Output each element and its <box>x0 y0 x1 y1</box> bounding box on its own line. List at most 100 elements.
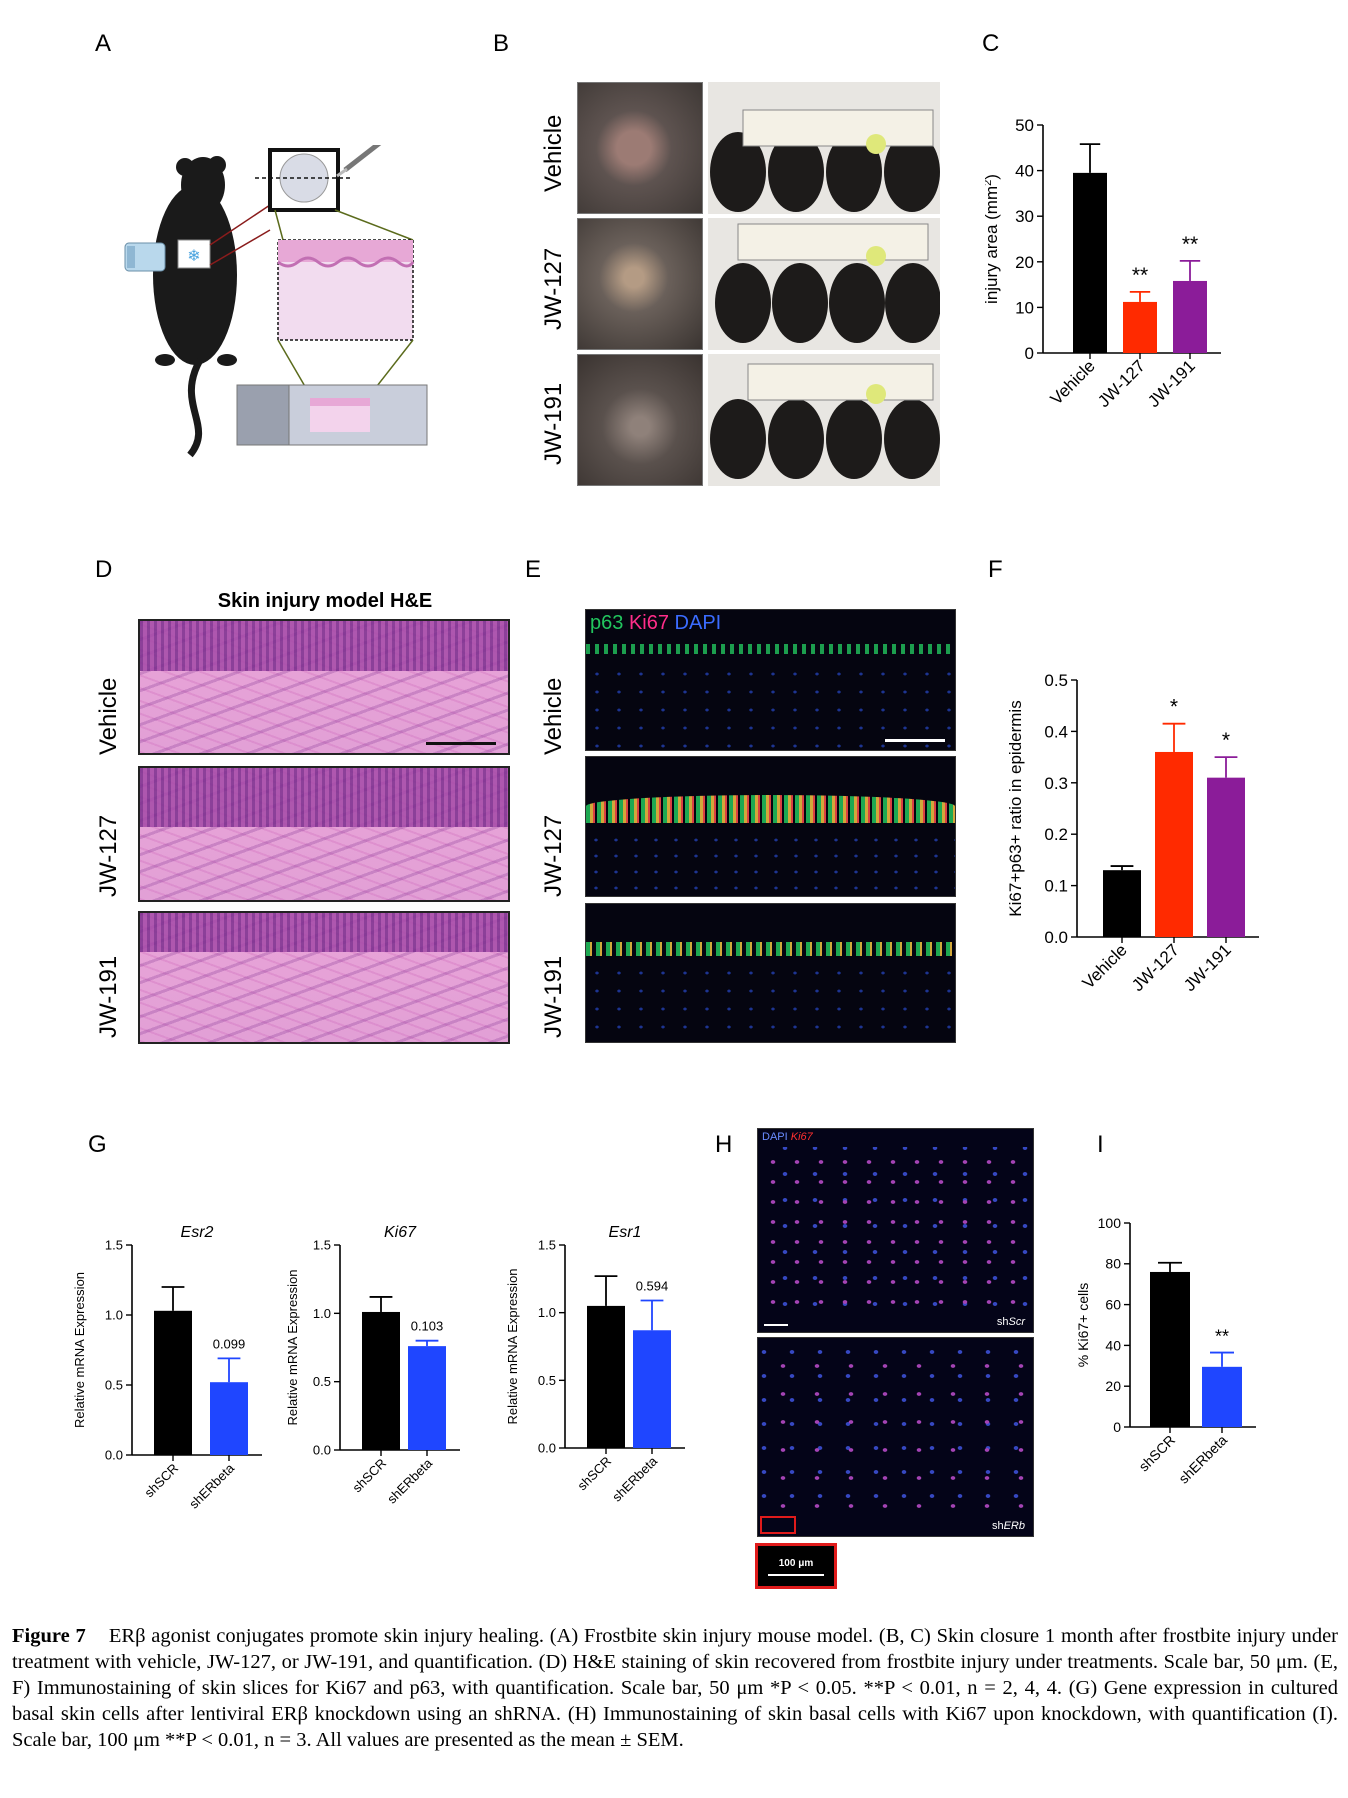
b-closeup-jw191 <box>577 354 703 486</box>
x-tick-label: JW-191 <box>1144 356 1199 411</box>
h-if-shscr: DAPI Ki67 shScr <box>757 1128 1034 1333</box>
bar-jw-127 <box>1155 751 1193 937</box>
y-axis-label: Relative mRNA Expression <box>72 1272 87 1428</box>
chart-i: 0 20 40 60 80 100 % Ki67+ cells shSCR ** shERbeta <box>1075 1215 1256 1487</box>
b-closeup-jw127 <box>577 218 703 350</box>
y-axis-label: Relative mRNA Expression <box>505 1268 520 1424</box>
figure-caption-label: Figure 7 <box>12 1625 86 1647</box>
b-mice-photos <box>708 82 940 486</box>
e-if-vehicle: p63 Ki67 DAPI <box>585 609 956 751</box>
panel-label-b: B <box>493 30 510 57</box>
bar-sherbeta <box>1202 1366 1242 1427</box>
bar-vehicle <box>1073 172 1107 353</box>
y-tick-label: 0.0 <box>538 1441 556 1456</box>
panel-label-e: E <box>525 556 542 583</box>
d-he-jw127 <box>138 766 510 902</box>
d-title: Skin injury model H&E <box>217 590 433 612</box>
b-mice-vehicle <box>708 82 940 214</box>
y-axis-label: Ki67+p63+ ratio in epidermis <box>1006 700 1025 916</box>
h-scale-inset: 100 μm <box>755 1543 837 1589</box>
scalpel-icon <box>343 145 382 172</box>
e-stain-dapi: DAPI <box>674 612 722 634</box>
panel-label-f: F <box>988 556 1003 583</box>
y-tick-label: 0.1 <box>1044 877 1068 896</box>
p-value-label: 0.099 <box>213 1336 246 1351</box>
chart-title: Esr2 <box>181 1224 214 1241</box>
mouse-model-schematic: ❄ <box>124 145 428 458</box>
y-tick-label: 0.0 <box>313 1443 331 1458</box>
bar-shscr <box>154 1310 192 1455</box>
y-tick-label: 0 <box>1025 344 1034 363</box>
x-tick-label: shSCR <box>1135 1432 1178 1475</box>
e-stain-ki67: Ki67 <box>628 612 669 634</box>
mouse-tail <box>187 358 204 458</box>
h-stain-ki67: Ki67 <box>790 1131 813 1143</box>
panel-label-d: D <box>95 556 113 583</box>
x-tick-label: shERbeta <box>609 1453 661 1505</box>
figure-caption-text: ERβ agonist conjugates promote skin inju… <box>12 1625 1339 1751</box>
y-tick-label: 1.0 <box>313 1306 331 1321</box>
bar-jw-127 <box>1123 301 1157 353</box>
y-tick-label: 1.5 <box>105 1238 123 1253</box>
mouse-body <box>153 185 237 365</box>
significance-mark: ** <box>1132 264 1148 287</box>
x-tick-label: shERbeta <box>1175 1432 1230 1487</box>
y-tick-label: 20 <box>1015 253 1034 272</box>
y-tick-label: 100 <box>1098 1215 1122 1231</box>
significance-mark: * <box>1222 729 1230 752</box>
e-row-label-jw191: JW-191 <box>540 955 567 1038</box>
y-tick-label: 0.0 <box>1044 928 1068 947</box>
bar-shscr <box>587 1305 625 1448</box>
y-tick-label: 20 <box>1105 1378 1121 1394</box>
y-tick-label: 0.5 <box>313 1374 331 1389</box>
chart-g-esr1: 0.0 0.5 1.0 1.5 Relative mRNA Expression Esr1… <box>505 1224 685 1505</box>
panel-label-h: H <box>715 1131 733 1158</box>
panel-label-a: A <box>95 30 112 57</box>
y-tick-label: 30 <box>1015 207 1034 226</box>
p-value-label: 0.103 <box>411 1319 444 1334</box>
h-if-sherb: shERb <box>757 1337 1034 1537</box>
y-tick-label: 0.5 <box>538 1373 556 1388</box>
significance-mark: ** <box>1182 233 1198 256</box>
y-tick-label: 0.0 <box>105 1448 123 1463</box>
x-tick-label: shSCR <box>574 1454 614 1494</box>
chart-f: 0.0 0.1 0.2 0.3 0.4 0.5 Ki67+p63+ ratio in epi… <box>1006 671 1259 995</box>
y-tick-label: 0.5 <box>1044 671 1068 690</box>
h-label-sherb: shERb <box>991 1520 1025 1532</box>
y-tick-label: 40 <box>1015 162 1034 181</box>
snowflake-icon: ❄ <box>187 248 200 265</box>
x-tick-label: shERbeta <box>186 1460 238 1512</box>
h-stain-dapi: DAPI <box>762 1131 788 1143</box>
d-he-vehicle <box>138 619 510 755</box>
d-row-label-vehicle: Vehicle <box>95 677 122 755</box>
x-tick-label: shSCR <box>141 1461 181 1501</box>
e-row-label-vehicle: Vehicle <box>540 677 567 755</box>
b-row-label-jw191: JW-191 <box>540 382 567 465</box>
h-scale-bar <box>768 1574 824 1576</box>
y-tick-label: 0.2 <box>1044 825 1068 844</box>
y-tick-label: 50 <box>1015 116 1034 135</box>
bar-jw-191 <box>1207 777 1245 937</box>
b-closeup-vehicle <box>577 82 703 214</box>
x-tick-label: JW-191 <box>1180 940 1235 995</box>
panel-label-i: I <box>1097 1131 1104 1158</box>
y-axis-label: % Ki67+ cells <box>1075 1283 1091 1367</box>
y-axis-label: injury area (mm2) <box>985 174 1001 304</box>
y-axis-label: Relative mRNA Expression <box>285 1269 300 1425</box>
e-stain-legend: p63 Ki67 DAPI <box>590 612 721 635</box>
y-tick-label: 0.5 <box>105 1378 123 1393</box>
p-value-label: 0.594 <box>636 1278 669 1293</box>
bar-sherbeta <box>633 1330 671 1448</box>
y-tick-label: 0 <box>1113 1419 1121 1435</box>
y-tick-label: 1.5 <box>538 1238 556 1253</box>
h-scale-text: 100 μm <box>778 1558 814 1569</box>
y-tick-label: 60 <box>1105 1297 1121 1313</box>
y-tick-label: 0.4 <box>1044 722 1068 741</box>
x-tick-label: shSCR <box>349 1456 389 1496</box>
panel-label-g: G <box>88 1131 107 1158</box>
bar-shscr <box>362 1311 400 1450</box>
x-tick-label: Vehicle <box>1079 940 1131 992</box>
bar-shscr <box>1150 1271 1190 1427</box>
chart-c: 0 10 20 30 40 50 injury area (mm2) Vehicle ** JW-… <box>985 116 1221 411</box>
x-tick-label: JW-127 <box>1128 940 1183 995</box>
